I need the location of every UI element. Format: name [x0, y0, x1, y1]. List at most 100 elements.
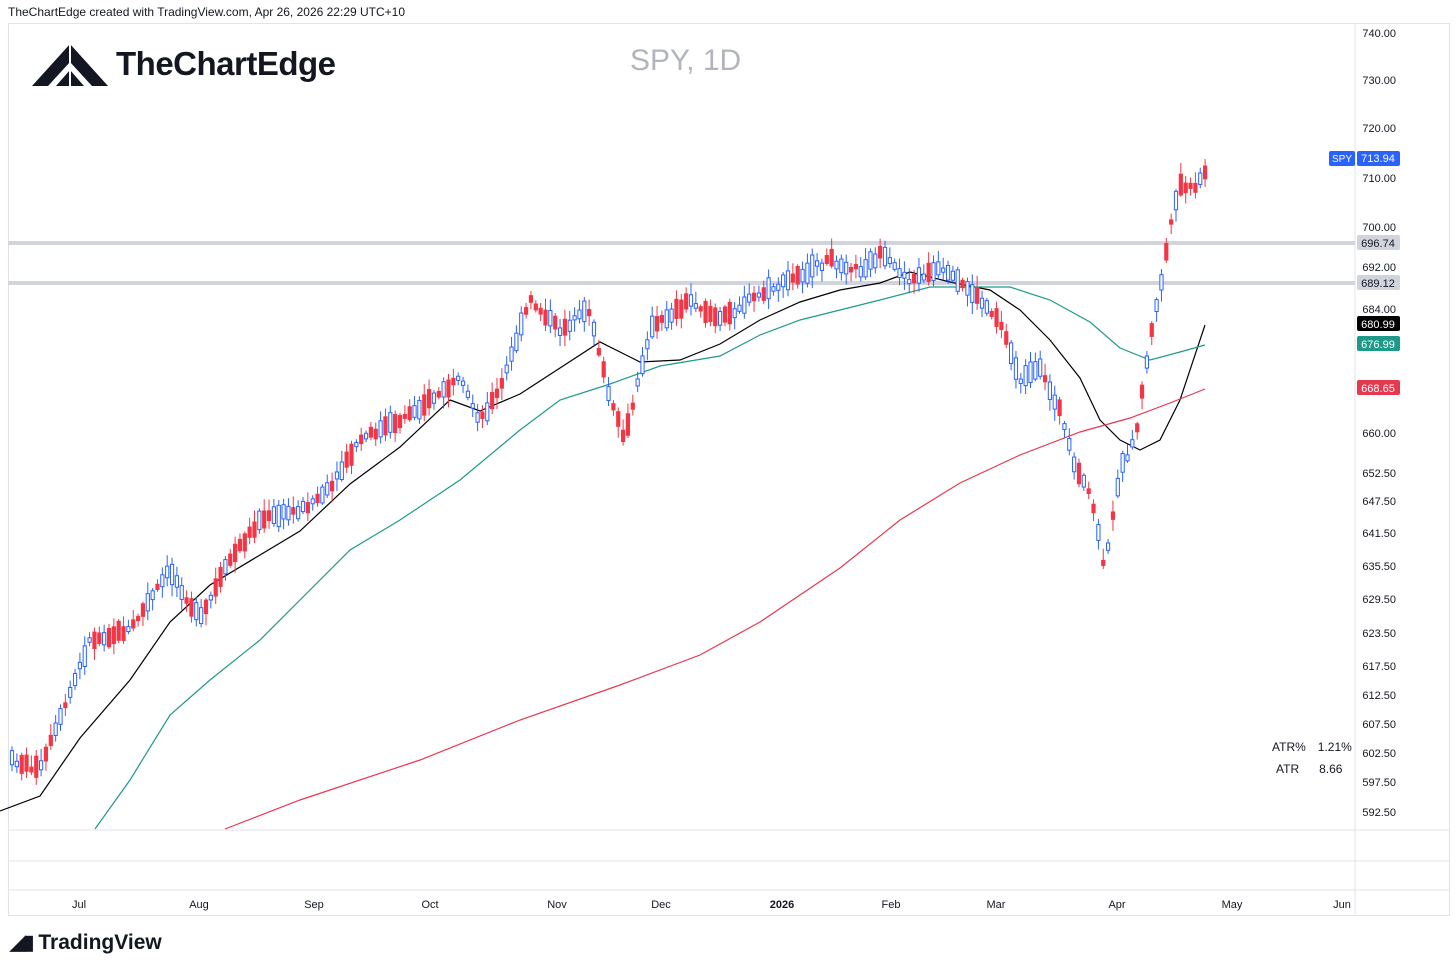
candle-body[interactable] [1203, 165, 1208, 180]
candle-body[interactable] [116, 620, 121, 641]
candle-body[interactable] [756, 292, 761, 298]
candle-body[interactable] [601, 361, 606, 378]
candle-body[interactable] [393, 414, 398, 434]
candle-body[interactable] [242, 533, 247, 552]
candle-body[interactable] [800, 268, 805, 283]
candle-body[interactable] [926, 262, 931, 283]
candle-body[interactable] [39, 760, 44, 771]
candle-body[interactable] [1023, 365, 1028, 387]
candle-body[interactable] [417, 399, 422, 420]
candle-body[interactable] [703, 300, 708, 323]
candle-body[interactable] [693, 303, 698, 309]
candle-body[interactable] [237, 538, 243, 552]
candle-body[interactable] [184, 597, 189, 604]
candle-body[interactable] [1047, 381, 1053, 400]
candle-body[interactable] [72, 672, 78, 687]
candle-body[interactable] [684, 293, 689, 310]
tradingview-logo[interactable]: ◢▮ TradingView [10, 930, 162, 955]
candle-body[interactable] [921, 273, 926, 281]
candle-body[interactable] [533, 303, 538, 311]
candle-body[interactable] [397, 414, 403, 429]
candle-body[interactable] [955, 269, 960, 292]
candle-body[interactable] [247, 526, 252, 538]
candle-body[interactable] [1004, 331, 1009, 345]
candle-body[interactable] [174, 575, 180, 588]
candle-body[interactable] [325, 482, 330, 496]
candle-body[interactable] [790, 273, 795, 283]
candle-body[interactable] [650, 315, 655, 338]
candle-body[interactable] [1013, 357, 1019, 380]
candle-body[interactable] [587, 309, 592, 317]
candle-body[interactable] [68, 687, 73, 698]
candle-body[interactable] [1033, 361, 1038, 380]
candle-body[interactable] [941, 267, 946, 273]
candle-body[interactable] [815, 260, 820, 267]
candle-body[interactable] [999, 321, 1004, 331]
candle-body[interactable] [208, 594, 213, 601]
candle-body[interactable] [640, 355, 645, 375]
candle-body[interactable] [431, 392, 437, 404]
candle-body[interactable] [475, 412, 480, 423]
candle-body[interactable] [878, 245, 883, 259]
candle-body[interactable] [557, 327, 563, 336]
candle-body[interactable] [48, 734, 53, 747]
candle-body[interactable] [839, 258, 844, 274]
candle-body[interactable] [582, 300, 587, 323]
candle-body[interactable] [228, 553, 233, 566]
candle-body[interactable] [829, 248, 834, 267]
candle-body[interactable] [679, 299, 684, 319]
candle-body[interactable] [320, 486, 325, 504]
candle-body[interactable] [902, 271, 907, 279]
candle-body[interactable] [383, 416, 388, 436]
candle-body[interactable] [412, 405, 417, 418]
candle-body[interactable] [611, 403, 616, 411]
candle-body[interactable] [1198, 172, 1203, 185]
candle-body[interactable] [436, 390, 441, 398]
candle-body[interactable] [1149, 323, 1154, 337]
candle-body[interactable] [29, 766, 34, 773]
candle-body[interactable] [654, 316, 660, 332]
candle-body[interactable] [223, 559, 228, 575]
candle-body[interactable] [296, 506, 301, 520]
candle-body[interactable] [819, 262, 825, 272]
candle-body[interactable] [1067, 438, 1072, 451]
candle-body[interactable] [950, 270, 955, 281]
candle-body[interactable] [1009, 342, 1014, 365]
candle-body[interactable] [722, 306, 728, 323]
candle-body[interactable] [669, 308, 674, 323]
candle-body[interactable] [218, 566, 223, 587]
candle-body[interactable] [155, 583, 160, 590]
candle-body[interactable] [1072, 456, 1077, 473]
candle-body[interactable] [727, 301, 732, 325]
candle-body[interactable] [334, 471, 340, 480]
candle-body[interactable] [936, 261, 941, 276]
candle-body[interactable] [732, 308, 737, 319]
candle-body[interactable] [688, 294, 694, 307]
candle-body[interactable] [844, 261, 849, 275]
candle-body[interactable] [131, 619, 136, 629]
candle-body[interactable] [1144, 355, 1150, 369]
candle-body[interactable] [1052, 394, 1057, 410]
candle-body[interactable] [490, 391, 495, 410]
candle-body[interactable] [368, 426, 373, 438]
candle-body[interactable] [718, 310, 723, 326]
candle-body[interactable] [882, 246, 888, 267]
candle-body[interactable] [276, 504, 281, 528]
candle-body[interactable] [562, 318, 567, 336]
candle-body[interactable] [766, 277, 771, 300]
candle-body[interactable] [145, 593, 150, 612]
candle-body[interactable] [858, 266, 863, 278]
candle-body[interactable] [446, 379, 451, 398]
candle-body[interactable] [1106, 542, 1111, 551]
candle-body[interactable] [781, 274, 786, 288]
candle-body[interactable] [102, 632, 107, 646]
candle-body[interactable] [635, 378, 640, 387]
candle-body[interactable] [567, 319, 572, 332]
candle-body[interactable] [199, 607, 204, 625]
candle-body[interactable] [407, 406, 412, 421]
candle-body[interactable] [713, 307, 718, 327]
candle-body[interactable] [257, 510, 262, 531]
candle-body[interactable] [616, 411, 621, 427]
candle-body[interactable] [422, 394, 427, 416]
candle-body[interactable] [281, 504, 286, 520]
